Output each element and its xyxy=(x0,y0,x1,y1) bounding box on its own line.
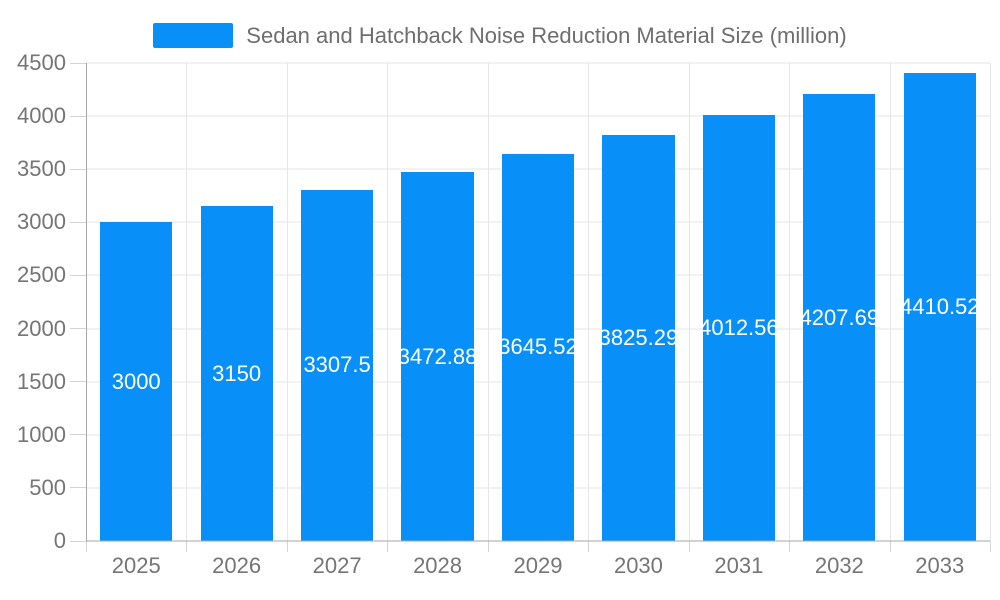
y-axis-tick-label: 500 xyxy=(29,474,66,500)
y-axis-tick-label: 3000 xyxy=(17,209,66,235)
x-axis-tick-label: 2033 xyxy=(915,553,965,578)
x-axis-tick-label: 2027 xyxy=(312,553,362,578)
x-axis-tick-label: 2031 xyxy=(714,553,764,578)
bar[interactable]: 3000 xyxy=(100,222,173,541)
v-gridline xyxy=(186,63,188,541)
bar-value-label: 3825.29 xyxy=(602,324,675,350)
y-axis-tick xyxy=(70,540,86,542)
bar[interactable]: 4207.69 xyxy=(803,94,876,541)
y-axis-tick-label: 1500 xyxy=(17,368,66,394)
x-axis-tick xyxy=(487,541,489,552)
y-axis-tick-label: 4500 xyxy=(17,50,66,75)
bar-value-label: 3150 xyxy=(212,360,262,386)
x-axis-tick xyxy=(186,541,188,552)
bar-value-label: 3307.5 xyxy=(303,352,371,378)
y-axis-tick xyxy=(70,115,86,117)
x-axis-tick xyxy=(588,541,590,552)
x-axis-tick-label: 2030 xyxy=(613,553,663,578)
x-axis-tick xyxy=(387,541,389,552)
bar[interactable]: 3825.29 xyxy=(602,134,675,541)
x-axis-line xyxy=(86,540,990,542)
y-axis-tick xyxy=(70,487,86,489)
y-axis-tick xyxy=(70,381,86,383)
plot-area: 3000 3150 3307.5 3472.88 3645.52 3825.29 4012.… xyxy=(86,62,991,542)
x-axis-tick-label: 2028 xyxy=(413,553,463,578)
x-axis-tick xyxy=(86,541,87,552)
h-gridline xyxy=(86,62,990,64)
v-gridline xyxy=(387,63,389,541)
y-axis-tick-label: 0 xyxy=(53,528,66,553)
x-axis-tick xyxy=(990,541,991,552)
h-gridline xyxy=(86,115,990,117)
bar-value-label: 3645.52 xyxy=(501,334,575,360)
y-axis-tick xyxy=(70,274,86,276)
bar[interactable]: 3150 xyxy=(200,206,273,541)
legend[interactable]: Sedan and Hatchback Noise Reduction Mate… xyxy=(0,23,1000,48)
bar[interactable]: 3472.88 xyxy=(401,172,474,541)
y-axis-tick xyxy=(70,328,86,330)
bar-value-label: 4207.69 xyxy=(803,304,876,330)
bar[interactable]: 4410.52 xyxy=(903,72,976,541)
y-axis-tick xyxy=(70,168,86,170)
x-axis-labels: 2025 2026 2027 2028 2029 2030 2031 2032 2033 xyxy=(86,553,990,583)
bar-value-label: 3000 xyxy=(111,368,161,394)
v-gridline xyxy=(286,63,288,541)
y-axis-tick-label: 2000 xyxy=(17,315,66,341)
y-axis-labels: 0 500 1000 1500 2000 2500 3000 3500 4000 4500 xyxy=(0,50,66,553)
v-gridline xyxy=(789,63,791,541)
y-axis-tick xyxy=(70,434,86,436)
y-axis-tick-label: 2500 xyxy=(17,262,66,288)
y-axis-tick-label: 1000 xyxy=(17,421,66,447)
bar-value-label: 3472.88 xyxy=(401,343,474,369)
bar[interactable]: 3645.52 xyxy=(501,153,575,541)
x-axis-tick xyxy=(688,541,690,552)
bar[interactable]: 3307.5 xyxy=(300,189,374,541)
x-axis-tick xyxy=(889,541,891,552)
x-axis-tick xyxy=(286,541,288,552)
v-gridline xyxy=(588,63,590,541)
y-axis-tick-label: 3500 xyxy=(17,156,66,182)
x-axis-ticks xyxy=(86,541,991,552)
bar[interactable]: 4012.56 xyxy=(702,114,776,541)
y-axis-tick xyxy=(70,62,86,64)
y-axis-ticks xyxy=(70,62,86,542)
legend-swatch[interactable] xyxy=(153,23,234,48)
bar-value-label: 4410.52 xyxy=(903,293,976,319)
v-gridline xyxy=(688,63,690,541)
x-axis-tick xyxy=(789,541,791,552)
y-axis-line xyxy=(86,63,87,541)
y-axis-tick-label: 4000 xyxy=(17,103,66,129)
v-gridline xyxy=(990,63,991,541)
x-axis-tick-label: 2029 xyxy=(513,553,563,578)
v-gridline xyxy=(487,63,489,541)
legend-label[interactable]: Sedan and Hatchback Noise Reduction Mate… xyxy=(246,23,847,48)
v-gridline xyxy=(889,63,891,541)
x-axis-tick-label: 2025 xyxy=(111,553,161,578)
x-axis-tick-label: 2032 xyxy=(814,553,864,578)
bar-value-label: 4012.56 xyxy=(702,314,776,340)
x-axis-tick-label: 2026 xyxy=(212,553,262,578)
y-axis-tick xyxy=(70,221,86,223)
